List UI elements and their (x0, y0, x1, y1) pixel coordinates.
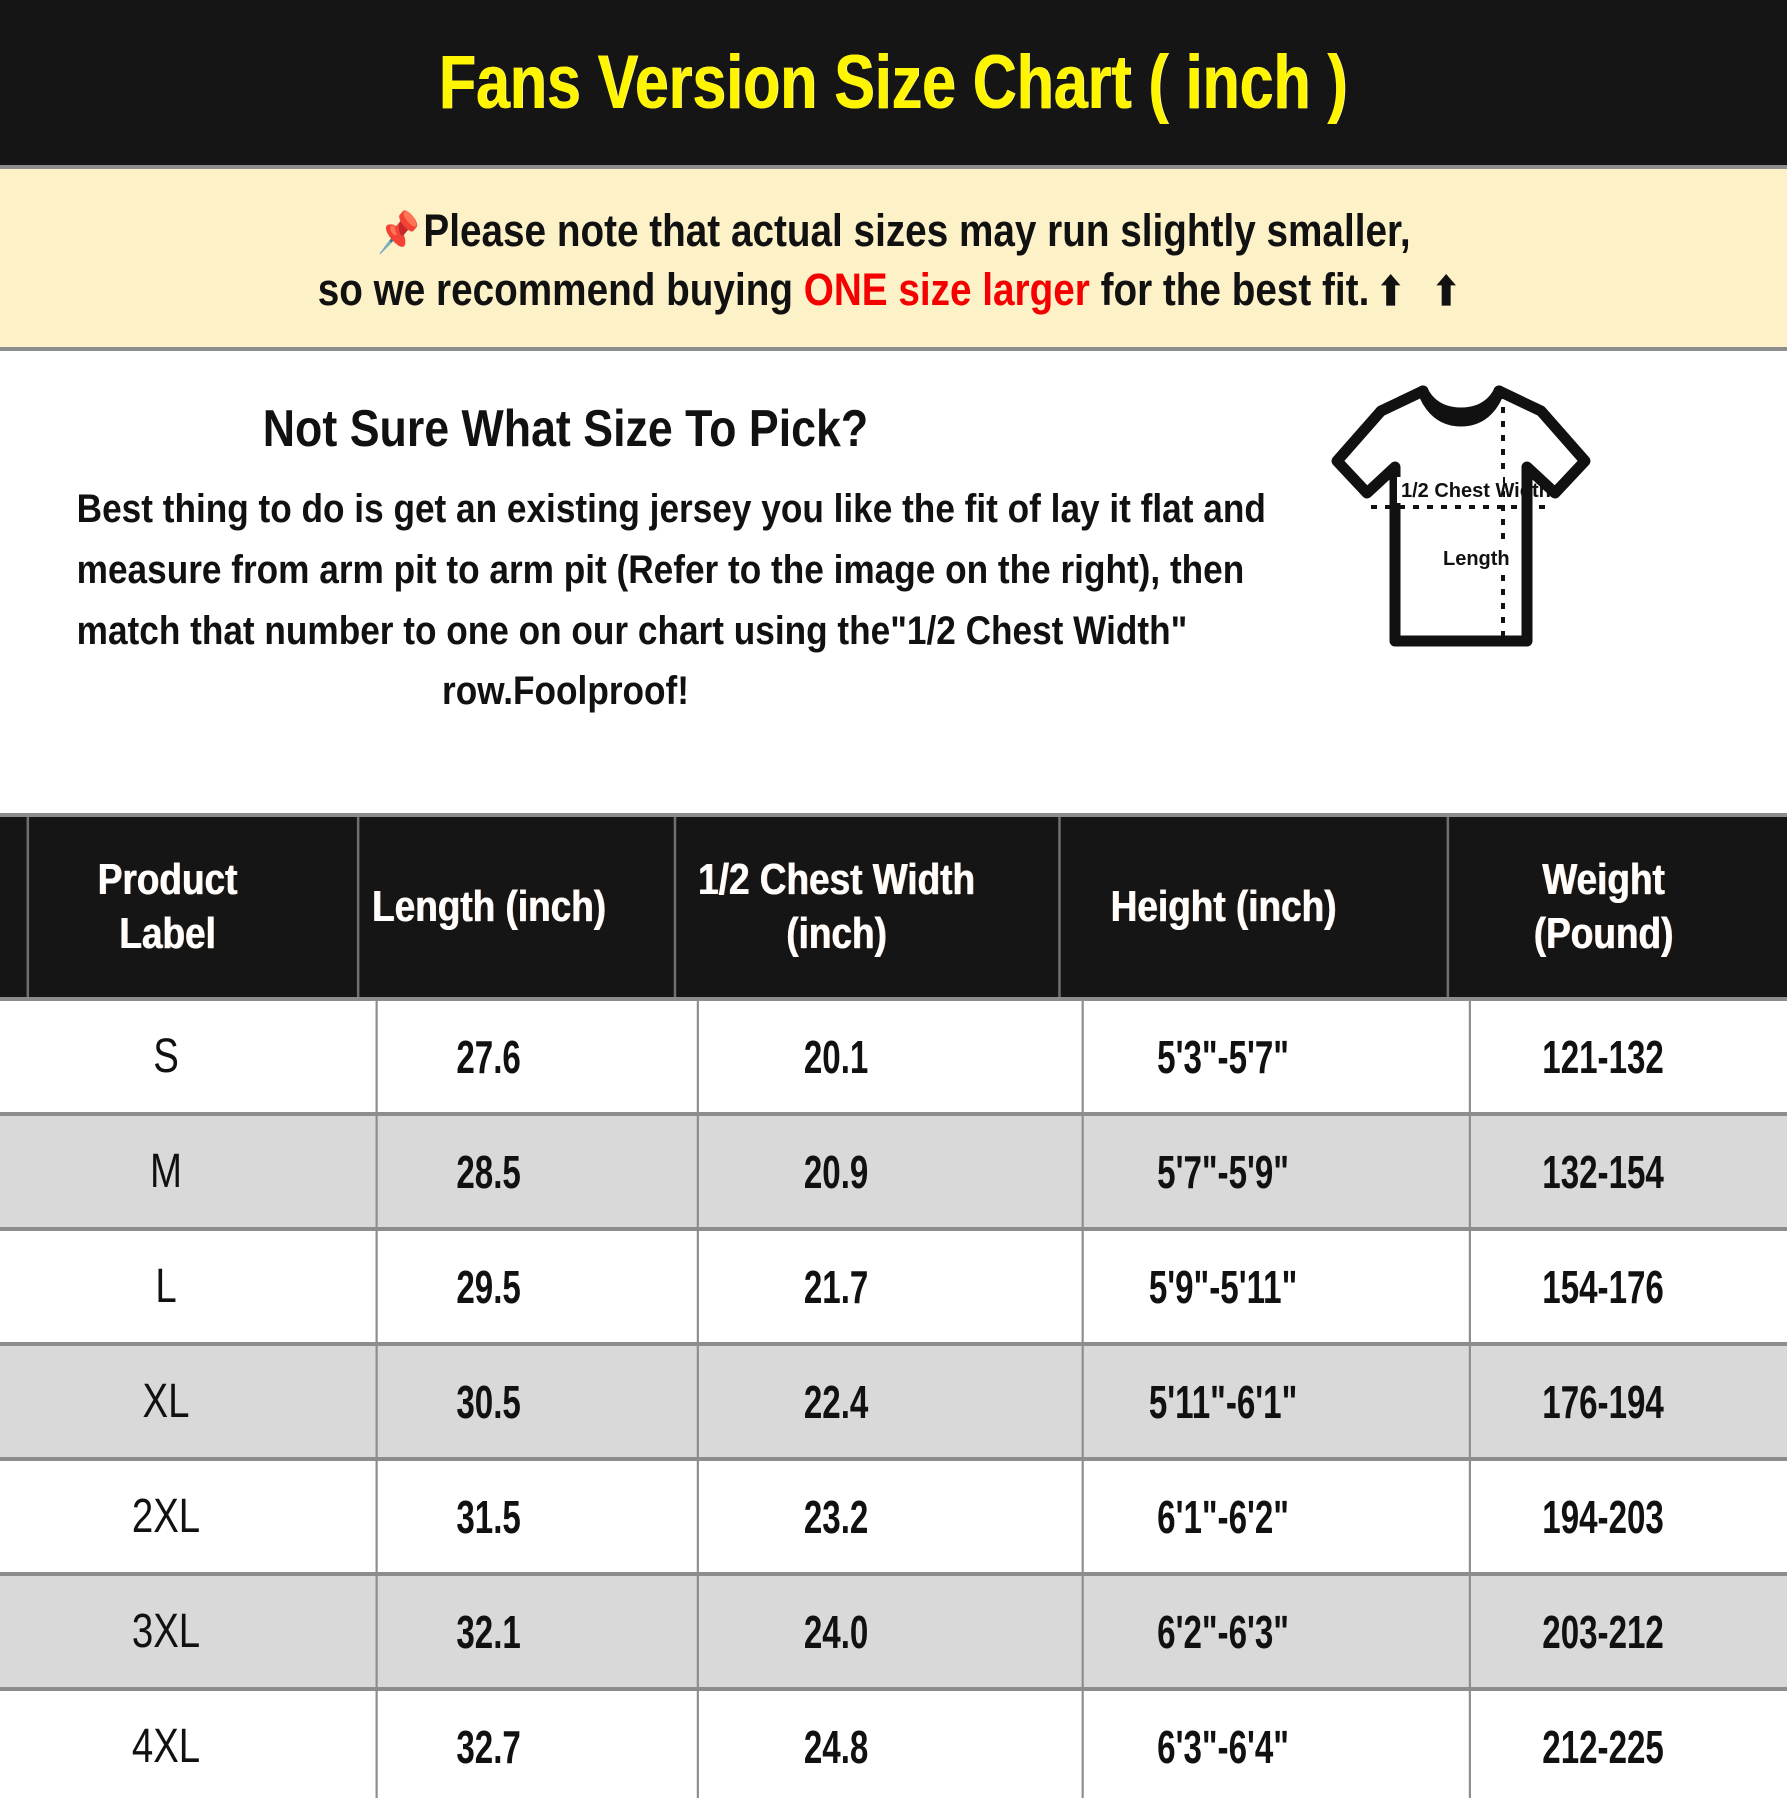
cell-height: 5'7"-5'9" (1081, 1116, 1363, 1227)
table-row: S 27.6 20.1 5'3"-5'7" 121-132 (0, 997, 1787, 1112)
header-line: Product (97, 855, 238, 905)
table-row: 3XL 32.1 24.0 6'2"-6'3" 203-212 (0, 1572, 1787, 1687)
info-body-line: measure from arm pit to arm pit (Refer t… (76, 547, 1245, 592)
cell-length: 28.5 (375, 1116, 600, 1227)
header-line: (Pound) (1533, 909, 1674, 958)
header-line: (inch) (785, 909, 887, 958)
table-row: 4XL 32.7 24.8 6'3"-6'4" 212-225 (0, 1687, 1787, 1798)
size-table: Product Label Length (inch) 1/2 Chest Wi… (0, 813, 1787, 1798)
cell-product-label: M (150, 1145, 182, 1198)
cell-weight: 121-132 (1468, 1001, 1735, 1112)
header-line: 1/2 Chest Width (697, 855, 975, 905)
shirt-collar (1417, 385, 1505, 427)
cell-product-label: 2XL (131, 1490, 201, 1543)
length-label: Length (1443, 548, 1510, 570)
cell-half-chest: 20.9 (696, 1116, 973, 1227)
pushpin-icon: 📌 (376, 210, 420, 255)
chest-width-label: 1/2 Chest Width (1401, 480, 1551, 502)
tshirt-measurement-diagram: 1/2 Chest Width Length (1331, 385, 1591, 647)
shirt-diagram-wrap: 1/2 Chest Width Length (1135, 351, 1787, 649)
cell-length: 29.5 (375, 1231, 600, 1342)
note-highlight: ONE size larger (803, 264, 1090, 315)
note-line-1: 📌Please note that actual sizes may run s… (377, 201, 1411, 260)
cell-half-chest: 24.8 (696, 1691, 973, 1798)
info-body-line: Best thing to do is get an existing jers… (76, 487, 1266, 531)
cell-height: 5'3"-5'7" (1081, 1001, 1363, 1112)
length-label-bg (1439, 545, 1505, 571)
table-header-row: Product Label Length (inch) 1/2 Chest Wi… (0, 817, 1787, 997)
info-body: Best thing to do is get an existing jers… (76, 479, 1266, 722)
up-arrow-icons: ⬆ ⬆ (1376, 270, 1470, 314)
table-row: XL 30.5 22.4 5'11"-6'1" 176-194 (0, 1342, 1787, 1457)
info-body-line: match that number to one on our chart us… (76, 608, 1188, 653)
page-title: Fans Version Size Chart ( inch ) (439, 40, 1348, 125)
header-line: Label (118, 909, 216, 958)
cell-half-chest: 24.0 (696, 1576, 973, 1687)
table-row: 2XL 31.5 23.2 6'1"-6'2" 194-203 (0, 1457, 1787, 1572)
cell-weight: 212-225 (1468, 1691, 1735, 1798)
cell-length: 27.6 (375, 1001, 600, 1112)
title-bar: Fans Version Size Chart ( inch ) (0, 0, 1787, 165)
cell-weight: 194-203 (1468, 1461, 1735, 1572)
cell-product-label: XL (142, 1375, 190, 1428)
cell-product-label: 3XL (131, 1605, 201, 1658)
header-line: Weight (1541, 855, 1665, 905)
cell-height: 6'3"-6'4" (1081, 1691, 1363, 1798)
cell-half-chest: 22.4 (696, 1346, 973, 1457)
column-header-length: Length (inch) (356, 817, 618, 997)
info-body-line: row.Foolproof! (441, 669, 689, 714)
note-line-2-prefix: so we recommend buying (317, 264, 804, 315)
info-heading: Not Sure What Size To Pick? (262, 400, 869, 458)
cell-length: 30.5 (375, 1346, 600, 1457)
cell-height: 6'2"-6'3" (1081, 1576, 1363, 1687)
note-line-2: so we recommend buying ONE size larger f… (318, 260, 1469, 319)
cell-half-chest: 20.1 (696, 1001, 973, 1112)
note-line-1-text: Please note that actual sizes may run sl… (423, 204, 1411, 256)
table-row: L 29.5 21.7 5'9"-5'11" 154-176 (0, 1227, 1787, 1342)
cell-length: 32.1 (375, 1576, 600, 1687)
header-line: Height (inch) (1110, 882, 1337, 932)
table-row: M 28.5 20.9 5'7"-5'9" 132-154 (0, 1112, 1787, 1227)
cell-half-chest: 23.2 (696, 1461, 973, 1572)
info-band: Not Sure What Size To Pick? Best thing t… (0, 351, 1787, 813)
cell-weight: 154-176 (1468, 1231, 1735, 1342)
column-header-half-chest-width: 1/2 Chest Width (inch) (673, 817, 997, 997)
info-text-block: Not Sure What Size To Pick? Best thing t… (0, 351, 1266, 722)
cell-height: 5'9"-5'11" (1081, 1231, 1363, 1342)
column-header-height: Height (inch) (1058, 817, 1386, 997)
chest-label-bg (1397, 477, 1503, 503)
cell-length: 32.7 (375, 1691, 600, 1798)
cell-weight: 176-194 (1468, 1346, 1735, 1457)
column-header-product-label: Product Label (26, 817, 306, 997)
cell-half-chest: 21.7 (696, 1231, 973, 1342)
cell-product-label: L (155, 1260, 177, 1313)
cell-product-label: S (153, 1030, 179, 1083)
note-line-2-suffix: for the best fit. (1089, 264, 1370, 315)
header-line: Length (inch) (371, 882, 606, 932)
cell-weight: 132-154 (1468, 1116, 1735, 1227)
cell-length: 31.5 (375, 1461, 600, 1572)
cell-height: 5'11"-6'1" (1081, 1346, 1363, 1457)
cell-product-label: 4XL (131, 1720, 201, 1773)
shirt-outline (1331, 385, 1591, 647)
column-header-weight: Weight (Pound) (1446, 817, 1758, 997)
cell-weight: 203-212 (1468, 1576, 1735, 1687)
cell-height: 6'1"-6'2" (1081, 1461, 1363, 1572)
note-band: 📌Please note that actual sizes may run s… (0, 165, 1787, 351)
